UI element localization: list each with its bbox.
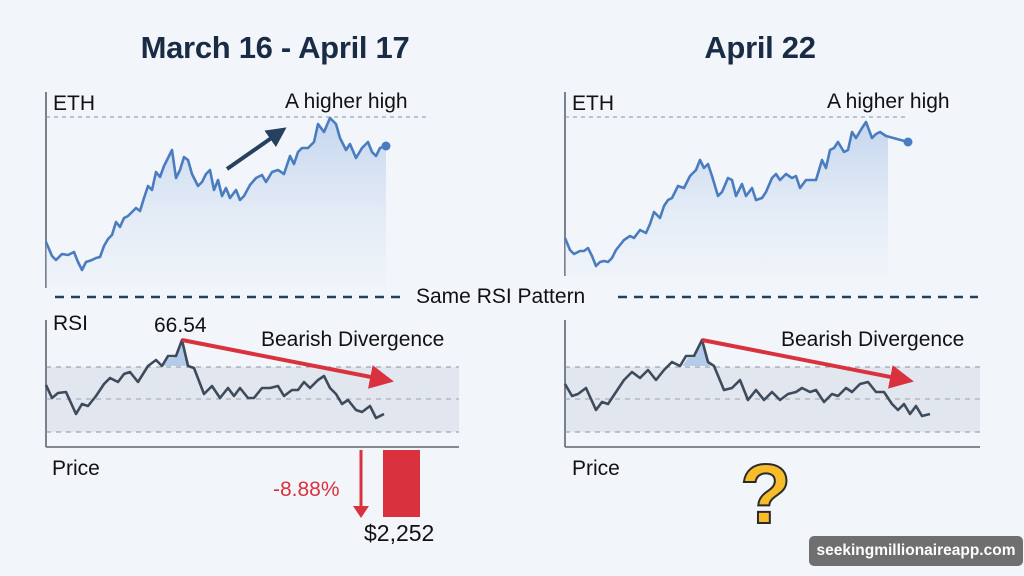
left-rsi-chart	[44, 320, 459, 448]
left-rsi-label: RSI	[53, 312, 89, 335]
left-bearish-divergence-label: Bearish Divergence	[261, 328, 445, 351]
price-change-percent: -8.88%	[273, 478, 340, 501]
right-bearish-divergence-label: Bearish Divergence	[781, 328, 965, 351]
rsi-peak-value: 66.54	[154, 314, 207, 337]
right-eth-label: ETH	[572, 92, 614, 115]
right-price-label: Price	[572, 457, 620, 480]
price-drop-indicator	[353, 450, 420, 518]
price-value: $2,252	[364, 520, 435, 546]
left-eth-label: ETH	[53, 92, 95, 115]
right-higher-high-label: A higher high	[827, 90, 950, 113]
left-higher-high-label: A higher high	[285, 90, 408, 113]
right-panel-title: April 22	[704, 30, 816, 65]
right-rsi-chart	[563, 320, 980, 448]
right-eth-chart	[563, 92, 913, 276]
same-rsi-pattern-label: Same RSI Pattern	[410, 285, 592, 309]
left-price-label: Price	[52, 457, 100, 480]
left-eth-chart	[44, 92, 428, 288]
left-panel-title: March 16 - April 17	[140, 30, 410, 65]
watermark: seekingmillionaireapp.com	[809, 536, 1023, 566]
question-mark-icon: ?	[739, 447, 792, 541]
